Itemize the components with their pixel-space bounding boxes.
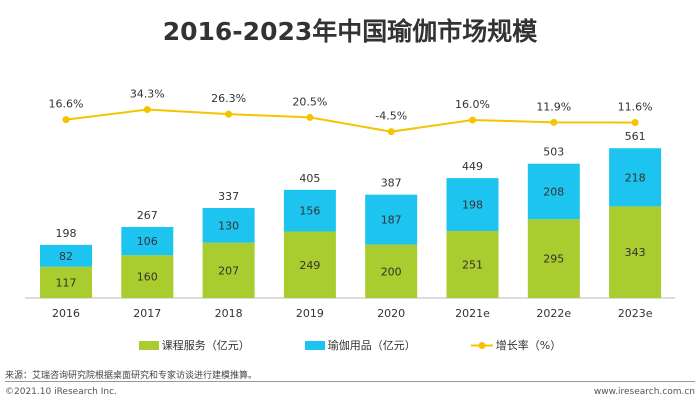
- x-tick-2018: 2018: [215, 307, 243, 320]
- growth-label-2016: 16.6%: [49, 98, 84, 111]
- label-total-2018: 337: [218, 190, 239, 203]
- legend-label-course: 课程服务（亿元）: [161, 339, 250, 352]
- label-goods-2017: 106: [137, 235, 158, 248]
- bar-course-2016: [40, 266, 92, 298]
- label-course-2017: 160: [137, 271, 158, 284]
- bar-goods-2018: [202, 208, 255, 243]
- growth-label-2020: -4.5%: [375, 110, 407, 123]
- legend-swatch-course: [138, 340, 159, 350]
- label-total-2022e: 503: [543, 146, 564, 159]
- label-course-2023e: 343: [625, 246, 646, 259]
- growth-label-2021e: 16.0%: [455, 98, 490, 111]
- growth-label-2023e: 11.6%: [618, 101, 653, 114]
- label-goods-2022e: 208: [543, 185, 564, 198]
- bar-course-2021e: [446, 230, 499, 298]
- legend-label-growth: 增长率（%）: [495, 339, 562, 352]
- label-total-2020: 387: [381, 177, 402, 190]
- label-total-2016: 198: [56, 227, 77, 240]
- bar-goods-2022e: [527, 163, 580, 220]
- source-note: 来源：艾瑞咨询研究院根据桌面研究和专家访谈进行建模推算。: [5, 371, 258, 381]
- growth-point-2018: [225, 110, 233, 118]
- label-goods-2019: 156: [299, 205, 320, 218]
- growth-label-2018: 26.3%: [211, 92, 246, 105]
- x-tick-2021e: 2021e: [455, 307, 490, 320]
- growth-label-2022e: 11.9%: [536, 100, 571, 113]
- bar-course-2023e: [609, 206, 662, 298]
- legend-label-goods: 瑜伽用品（亿元）: [327, 339, 416, 352]
- growth-point-2019: [306, 113, 314, 121]
- x-tick-2023e: 2023e: [618, 307, 653, 320]
- legend-item-goods: 瑜伽用品（亿元）: [304, 337, 416, 353]
- label-course-2018: 207: [218, 264, 239, 277]
- label-course-2016: 117: [56, 276, 77, 289]
- website-url: www.iresearch.com.cn: [593, 387, 695, 397]
- bar-goods-2019: [283, 189, 336, 232]
- bar-course-2020: [365, 244, 418, 298]
- x-tick-2019: 2019: [296, 307, 324, 320]
- growth-point-2021e: [469, 116, 476, 124]
- growth-point-2017: [143, 106, 151, 114]
- label-course-2022e: 295: [543, 253, 564, 266]
- label-total-2017: 267: [137, 209, 158, 222]
- growth-point-2023e: [631, 119, 639, 126]
- bar-course-2019: [283, 231, 336, 298]
- x-tick-2016: 2016: [52, 307, 80, 320]
- chart-title: 2016-2023年中国瑜伽市场规模: [162, 17, 538, 46]
- x-tick-2020: 2020: [377, 307, 405, 320]
- footer-divider: [5, 381, 695, 382]
- growth-point-2016: [62, 116, 70, 124]
- growth-point-2022e: [550, 118, 558, 126]
- bar-course-2018: [202, 242, 255, 298]
- bar-goods-2016: [40, 244, 92, 267]
- bar-goods-2020: [365, 194, 418, 245]
- label-course-2019: 249: [299, 259, 320, 272]
- label-goods-2020: 187: [381, 214, 402, 227]
- label-total-2023e: 561: [625, 130, 646, 143]
- bar-course-2017: [121, 255, 174, 298]
- label-goods-2023e: 218: [625, 171, 646, 184]
- bar-goods-2023e: [609, 148, 662, 207]
- x-tick-2022e: 2022e: [536, 307, 571, 320]
- label-course-2020: 200: [381, 265, 402, 278]
- legend: 课程服务（亿元） 瑜伽用品（亿元） 增长率（%）: [0, 337, 700, 353]
- legend-item-growth: 增长率（%）: [470, 337, 562, 353]
- label-total-2019: 405: [299, 172, 320, 185]
- label-total-2021e: 449: [462, 160, 483, 173]
- bar-course-2022e: [527, 219, 580, 298]
- growth-point-2020: [387, 128, 395, 136]
- legend-item-course: 课程服务（亿元）: [138, 337, 250, 353]
- legend-swatch-goods: [304, 340, 325, 350]
- growth-label-2017: 34.3%: [130, 88, 165, 101]
- growth-line: [65, 108, 636, 133]
- label-goods-2021e: 198: [462, 199, 483, 212]
- bar-goods-2021e: [446, 178, 499, 231]
- label-goods-2016: 82: [59, 250, 73, 263]
- legend-line-marker-icon: [470, 341, 493, 349]
- bar-goods-2017: [121, 226, 174, 256]
- growth-label-2019: 20.5%: [292, 95, 327, 108]
- x-tick-2017: 2017: [133, 307, 161, 320]
- label-goods-2018: 130: [218, 219, 239, 232]
- label-course-2021e: 251: [462, 258, 483, 271]
- copyright: ©2021.10 iResearch Inc.: [5, 387, 117, 397]
